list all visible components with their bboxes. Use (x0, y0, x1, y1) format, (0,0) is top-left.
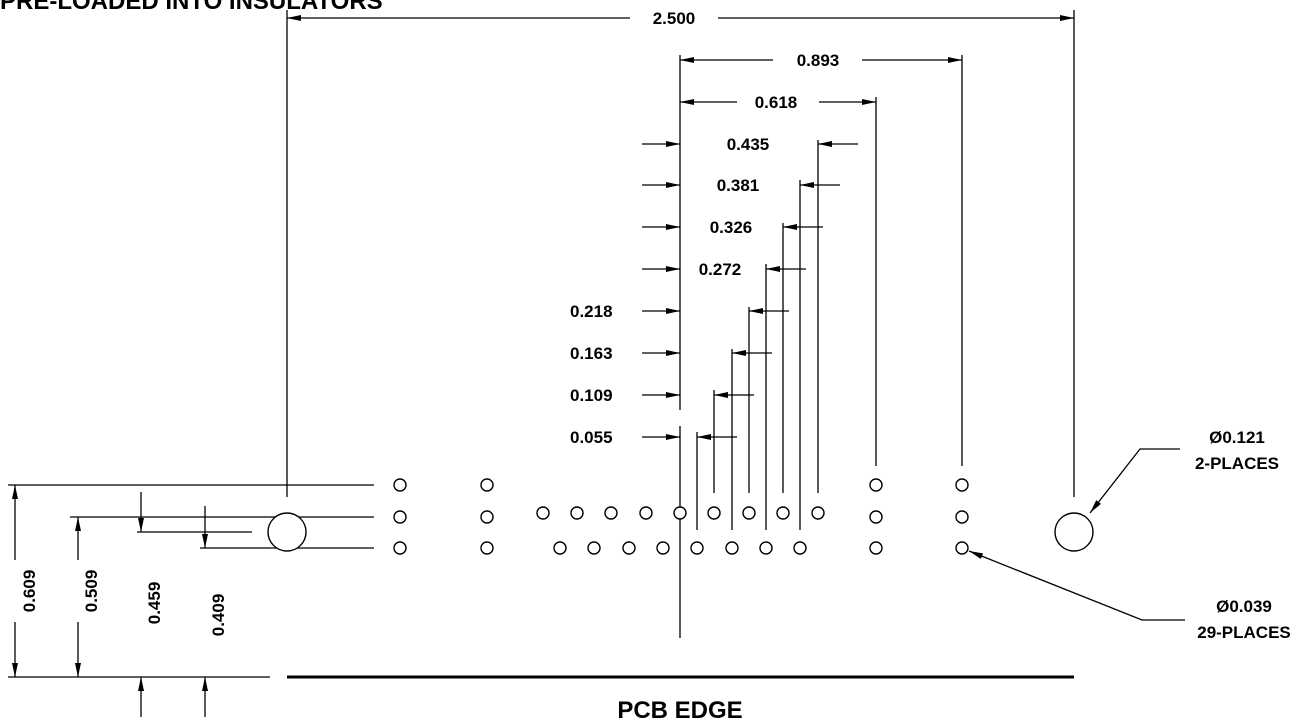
dim-0509: 0.509 (75, 517, 101, 677)
small-hole (622, 541, 636, 555)
dim-0435: 0.435 (642, 135, 858, 493)
dim-0109: 0.109 (570, 386, 754, 493)
pcb-edge: PCB EDGE (287, 675, 1074, 724)
small-hole (707, 506, 721, 520)
drawing-title: PRE-LOADED INTO INSULATORS (0, 0, 383, 15)
small-hole (480, 541, 494, 555)
small-holes (393, 478, 969, 555)
dim-0381: 0.381 (642, 176, 840, 530)
callout-small-hole: Ø0.039 29-PLACES (968, 550, 1291, 642)
small-hole (393, 541, 407, 555)
row-extension-lines (8, 484, 374, 678)
small-hole (869, 510, 883, 524)
small-hole (480, 510, 494, 524)
dim-0326: 0.326 (642, 218, 823, 493)
small-hole (553, 541, 567, 555)
dim-0609-label: 0.609 (20, 570, 39, 613)
dim-0218: 0.218 (570, 302, 789, 493)
dim-0409: 0.409 (202, 506, 228, 717)
dim-0163: 0.163 (570, 344, 772, 530)
small-hole (955, 478, 969, 492)
small-hole (759, 541, 773, 555)
small-hole (536, 506, 550, 520)
dim-2500-label: 2.500 (653, 9, 696, 28)
small-hole-dia-label: Ø0.039 (1216, 597, 1272, 616)
small-hole (776, 506, 790, 520)
small-hole (690, 541, 704, 555)
dim-0409-label: 0.409 (209, 594, 228, 637)
small-hole (639, 506, 653, 520)
large-hole (1054, 512, 1094, 552)
small-hole (393, 478, 407, 492)
dim-0618: 0.618 (680, 93, 877, 466)
pcb-edge-label: PCB EDGE (617, 697, 742, 724)
small-hole (869, 478, 883, 492)
large-holes (267, 512, 1094, 552)
dim-0459: 0.459 (138, 492, 164, 717)
dim-0272: 0.272 (642, 260, 806, 530)
dim-0609: 0.609 (12, 485, 39, 677)
dim-0055-label: 0.055 (570, 428, 613, 447)
small-hole (570, 506, 584, 520)
dim-0163-label: 0.163 (570, 344, 613, 363)
small-hole (604, 506, 618, 520)
dim-0218-label: 0.218 (570, 302, 613, 321)
dim-0618-label: 0.618 (755, 93, 798, 112)
large-hole-qty-label: 2-PLACES (1195, 454, 1279, 473)
small-hole (742, 506, 756, 520)
dim-0381-label: 0.381 (717, 176, 760, 195)
dim-overall-2500: 2.500 (286, 9, 1075, 497)
small-hole (811, 506, 825, 520)
small-hole (673, 506, 687, 520)
large-hole (267, 512, 307, 552)
dim-0893: 0.893 (680, 51, 963, 466)
small-hole (869, 541, 883, 555)
small-hole (955, 541, 969, 555)
dim-0459-label: 0.459 (145, 582, 164, 625)
small-hole (480, 478, 494, 492)
large-hole-dia-label: Ø0.121 (1209, 428, 1265, 447)
dim-0055: 0.055 (570, 428, 737, 530)
dim-0509-label: 0.509 (82, 570, 101, 613)
small-hole (725, 541, 739, 555)
dim-0272-label: 0.272 (699, 260, 742, 279)
small-hole (587, 541, 601, 555)
small-hole (393, 510, 407, 524)
dim-0893-label: 0.893 (797, 51, 840, 70)
callout-large-hole: Ø0.121 2-PLACES (1089, 428, 1279, 514)
dim-0109-label: 0.109 (570, 386, 613, 405)
dim-0326-label: 0.326 (710, 218, 753, 237)
small-hole (793, 541, 807, 555)
small-hole (955, 510, 969, 524)
dim-0435-label: 0.435 (727, 135, 770, 154)
small-hole (656, 541, 670, 555)
small-hole-qty-label: 29-PLACES (1197, 623, 1291, 642)
